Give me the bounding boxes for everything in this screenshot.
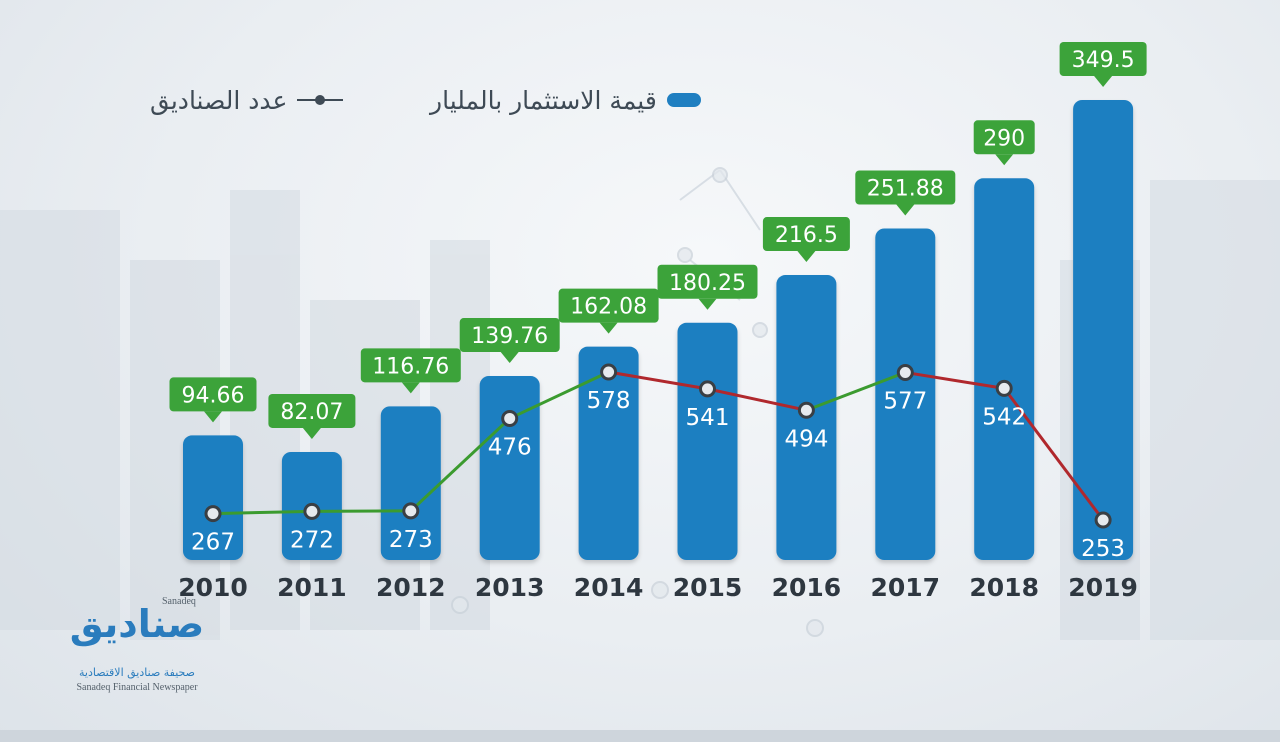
logo-name-ar: صناديق [69,602,205,646]
bar-2014 [578,346,639,560]
fund-count-label: 577 [883,388,927,414]
bar-2012 [380,406,441,560]
legend-line-swatch [297,95,344,105]
bar-value-label: 251.88 [867,176,944,201]
fund-count-segment [608,370,708,391]
fund-count-point-2015 [699,380,716,398]
fund-count-point-2017 [896,363,914,381]
fund-count-point-2019 [1094,511,1112,529]
bar-2018 [974,178,1035,560]
x-tick-label: 2013 [475,573,545,602]
legend-fund-count: عدد الصناديق [150,80,344,120]
fund-count-point-2010 [204,505,222,523]
bar-2013 [479,376,540,560]
fund-count-point-2016 [797,401,815,419]
x-tick-label: 2015 [673,573,743,602]
sanadeq-logo: Sanadeq صناديق صحيفة صناديق الاقتصادية S… [62,596,232,701]
fund-count-label: 494 [784,426,828,452]
fund-count-segment [805,371,906,412]
value-badge-box [558,288,659,323]
bar-value-label: 180.25 [669,271,746,296]
value-badge-2017: 251.88 [855,170,956,216]
value-badge-pointer [1094,76,1113,87]
x-tick-label: 2016 [772,573,842,602]
value-badge-box [1059,42,1147,76]
bar-value-label: 290 [983,126,1025,151]
fund-count-point-2013 [501,409,519,427]
value-badge-pointer [797,251,816,263]
fund-count-point-2018 [995,379,1013,397]
x-tick-label: 2012 [376,573,446,602]
bar-value-label: 94.66 [182,383,245,408]
fund-count-label: 273 [389,527,433,553]
value-badge-2018: 290 [973,120,1035,166]
value-badge-2019: 349.5 [1059,42,1147,87]
value-badge-pointer [302,427,321,439]
value-badge-2011: 82.07 [268,393,356,439]
value-badge-box [360,348,461,383]
legend-investment-value: قيمة الاستثمار بالمليار [430,80,701,120]
fund-count-segment [212,509,312,516]
value-badge-pointer [698,298,717,310]
bar-2015 [677,322,738,560]
x-tick-label: 2017 [871,573,941,602]
value-badge-pointer [896,204,915,216]
bar-value-label: 82.07 [280,400,343,425]
fund-count-label: 542 [982,404,1026,430]
fund-count-label: 541 [686,405,730,431]
value-badge-pointer [401,382,420,394]
value-badge-box [855,170,956,205]
value-badge-2016: 216.5 [762,217,850,263]
value-badge-2015: 180.25 [657,264,758,310]
bar-2010 [183,435,243,560]
fund-count-point-2011 [303,502,321,520]
fund-count-segment [905,370,1005,390]
value-badge-2014: 162.08 [558,288,659,334]
value-badge-box [762,217,850,252]
value-badge-box [268,393,356,428]
fund-count-point-2014 [600,363,618,381]
x-tick-label: 2010 [178,573,248,602]
bar-value-label: 349.5 [1072,48,1135,73]
value-badge-box [657,264,758,299]
fund-count-segment [409,417,511,512]
bar-2019 [1073,100,1134,560]
logo-name-en-small: Sanadeq [162,596,196,607]
x-tick-label: 2019 [1068,573,1138,602]
bar-value-label: 116.76 [372,354,449,379]
value-badge-pointer [500,352,519,364]
legend-bars-label: قيمة الاستثمار بالمليار [430,85,657,115]
fund-count-label: 476 [488,434,532,460]
value-badge-2012: 116.76 [360,348,461,394]
fund-count-label: 267 [191,530,235,556]
bar-value-label: 216.5 [775,223,838,248]
fund-count-label: 272 [290,527,334,553]
fund-count-point-2012 [402,502,420,520]
fund-count-label: 578 [587,388,631,414]
bar-value-label: 139.76 [471,324,548,349]
fund-count-label: 253 [1081,536,1125,562]
value-badge-pointer [995,154,1014,166]
x-tick-label: 2018 [969,573,1039,602]
fund-count-segment [707,387,807,412]
fund-count-segment [1003,387,1105,521]
x-tick-label: 2014 [574,573,644,602]
legend-bar-swatch [666,93,701,107]
fund-count-segment [509,370,610,420]
value-badge-pointer [599,322,618,334]
value-badge-box [459,318,560,353]
legend-line-label: عدد الصناديق [150,85,288,115]
value-badge-box [169,377,257,412]
bar-2017 [875,228,936,560]
value-badge-2010: 94.66 [169,377,257,423]
logo-subtitle-en: Sanadeq Financial Newspaper [76,682,198,693]
bar-value-label: 162.08 [570,295,647,320]
value-badge-pointer [204,411,222,423]
value-badge-2013: 139.76 [459,318,560,364]
x-tick-label: 2011 [277,573,347,602]
logo-subtitle-ar: صحيفة صناديق الاقتصادية [78,666,195,679]
value-badge-box [973,120,1035,155]
